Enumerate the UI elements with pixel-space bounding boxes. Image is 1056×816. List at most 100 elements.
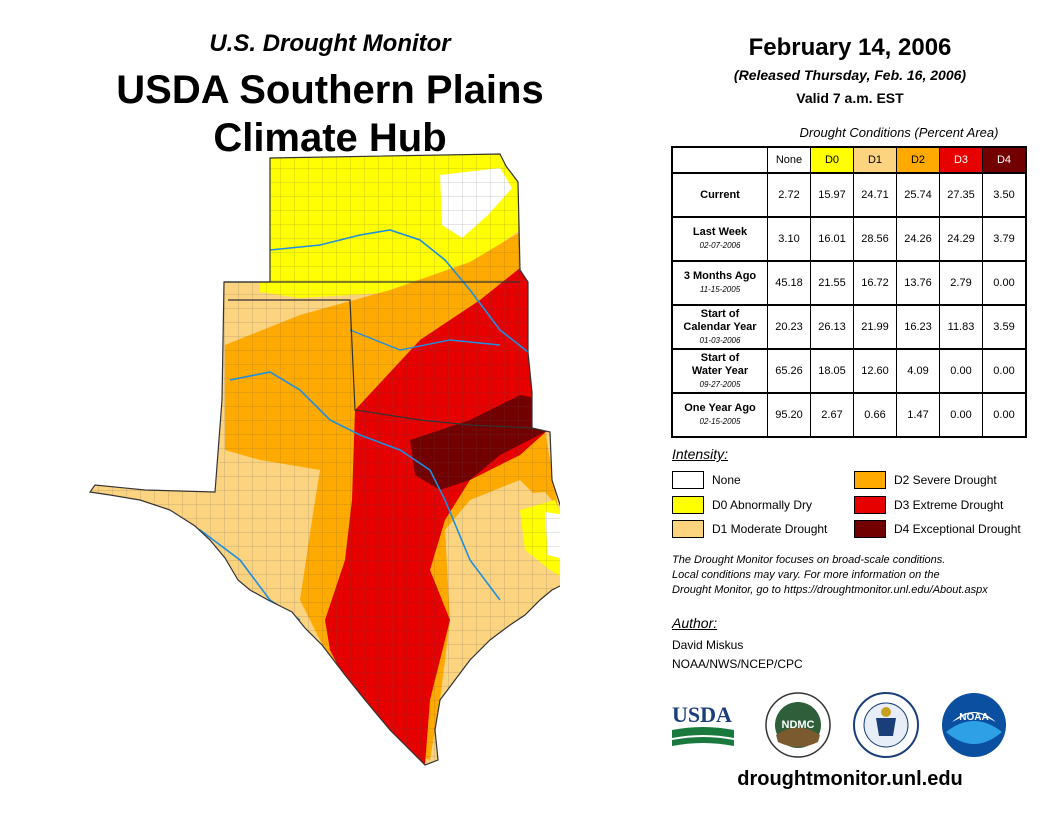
cell: 1.47 (896, 392, 940, 438)
table-caption: Drought Conditions (Percent Area) (799, 125, 999, 140)
cell: 24.71 (853, 172, 897, 218)
col-none: None (767, 146, 811, 174)
legend-label: D0 Abnormally Dry (712, 498, 813, 512)
table-header-row: None D0 D1 D2 D3 D4 (672, 146, 1027, 174)
cell: 2.67 (810, 392, 854, 438)
usda-logo-text: USDA (672, 702, 732, 727)
release-date: (Released Thursday, Feb. 16, 2006) (733, 67, 967, 83)
table-corner (672, 147, 768, 174)
col-d4: D4 (982, 146, 1027, 174)
legend-label: D2 Severe Drought (894, 473, 997, 487)
cell: 13.76 (896, 260, 940, 306)
cell: 16.23 (896, 304, 940, 350)
note-line: The Drought Monitor focuses on broad-sca… (672, 554, 946, 566)
note-text: The Drought Monitor focuses on broad-sca… (672, 553, 1042, 598)
col-d3: D3 (939, 146, 983, 174)
cell: 3.59 (982, 304, 1027, 350)
table-row: 3 Months Ago 11-15-2005 45.18 21.55 16.72… (671, 260, 1027, 306)
cell: 3.79 (982, 216, 1027, 262)
legend-label: D1 Moderate Drought (712, 522, 828, 536)
table-row: Start of Water Year 09-27-2005 65.26 18.05… (671, 348, 1027, 394)
commerce-seal-logo (853, 692, 919, 758)
legend-swatch (672, 471, 704, 489)
legend-label: None (712, 473, 741, 487)
map-subtitle: U.S. Drought Monitor (209, 30, 451, 57)
cell: 2.79 (939, 260, 983, 306)
table-row: Last Week 02-07-2006 3.10 16.01 28.56 24.… (671, 216, 1027, 262)
cell: 0.66 (853, 392, 897, 438)
cell: 95.20 (767, 392, 811, 438)
cell: 3.50 (982, 172, 1027, 218)
table-row: Current 2.72 15.97 24.71 25.74 27.35 3.5… (671, 172, 1027, 218)
drought-stats-table: None D0 D1 D2 D3 D4 Current 2.72 15.97 2… (671, 146, 1027, 438)
title-line-1: USDA Southern Plains (116, 68, 544, 112)
cell: 18.05 (810, 348, 854, 394)
cell: 15.97 (810, 172, 854, 218)
legend-swatch (672, 520, 704, 538)
ndmc-logo-text: NDMC (782, 719, 815, 731)
cell: 0.00 (982, 392, 1027, 438)
cell: 4.09 (896, 348, 940, 394)
row-label: Last Week 02-07-2006 (671, 216, 768, 262)
cell: 3.10 (767, 216, 811, 262)
legend-swatch (854, 496, 886, 514)
legend-swatch (854, 520, 886, 538)
cell: 2.72 (767, 172, 811, 218)
legend-item-d0: D0 Abnormally Dry (672, 496, 812, 514)
row-label: Start of Calendar Year 01-03-2006 (671, 304, 768, 350)
cell: 28.56 (853, 216, 897, 262)
author-org: NOAA/NWS/NCEP/CPC (672, 657, 803, 671)
row-label: Current (671, 172, 768, 218)
note-line: Drought Monitor, go to https://droughtmo… (672, 584, 988, 596)
website-url[interactable]: droughtmonitor.unl.edu (737, 768, 963, 790)
legend-item-none: None (672, 471, 741, 489)
cell: 65.26 (767, 348, 811, 394)
cell: 0.00 (982, 260, 1027, 306)
valid-time: Valid 7 a.m. EST (796, 90, 904, 106)
river-arkansas (269, 229, 529, 353)
cell: 0.00 (939, 348, 983, 394)
cell: 16.01 (810, 216, 854, 262)
row-label: Start of Water Year 09-27-2005 (671, 348, 768, 394)
author-title: Author: (672, 615, 718, 631)
col-d1: D1 (853, 146, 897, 174)
col-d0: D0 (810, 146, 854, 174)
river-canadian (349, 329, 501, 351)
author-name: David Miskus (672, 638, 744, 652)
map-title: USDA Southern Plains Climate Hub (60, 66, 600, 162)
legend-label: D3 Extreme Drought (894, 498, 1004, 512)
legend-item-d1: D1 Moderate Drought (672, 520, 827, 538)
cell: 45.18 (767, 260, 811, 306)
cell: 24.26 (896, 216, 940, 262)
legend-swatch (672, 496, 704, 514)
county-lines (90, 154, 560, 765)
legend-item-d2: D2 Severe Drought (854, 471, 997, 489)
table-row: Start of Calendar Year 01-03-2006 20.23 26… (671, 304, 1027, 350)
map-date: February 14, 2006 (748, 34, 952, 61)
legend-swatch (854, 471, 886, 489)
table-row: One Year Ago 02-15-2005 95.20 2.67 0.66 1… (671, 392, 1027, 438)
legend-item-d4: D4 Exceptional Drought (854, 520, 1021, 538)
logos: USDA NDMC NOAA (672, 692, 1006, 758)
state-borders (224, 281, 533, 429)
cell: 27.35 (939, 172, 983, 218)
ndmc-logo: NDMC (765, 692, 831, 758)
row-label: One Year Ago 02-15-2005 (671, 392, 768, 438)
cell: 21.99 (853, 304, 897, 350)
cell: 16.72 (853, 260, 897, 306)
cell: 11.83 (939, 304, 983, 350)
col-d2: D2 (896, 146, 940, 174)
usda-logo: USDA (672, 702, 734, 746)
cell: 0.00 (982, 348, 1027, 394)
cell: 21.55 (810, 260, 854, 306)
title-line-2: Climate Hub (213, 116, 447, 160)
cell: 24.29 (939, 216, 983, 262)
legend-title: Intensity: (672, 446, 729, 462)
river-red (229, 371, 501, 601)
noaa-logo: NOAA (942, 693, 1006, 757)
drought-map (88, 153, 560, 766)
cell: 25.74 (896, 172, 940, 218)
noaa-logo-text: NOAA (959, 712, 988, 723)
note-line: Local conditions may vary. For more info… (672, 569, 940, 581)
row-label: 3 Months Ago 11-15-2005 (671, 260, 768, 306)
